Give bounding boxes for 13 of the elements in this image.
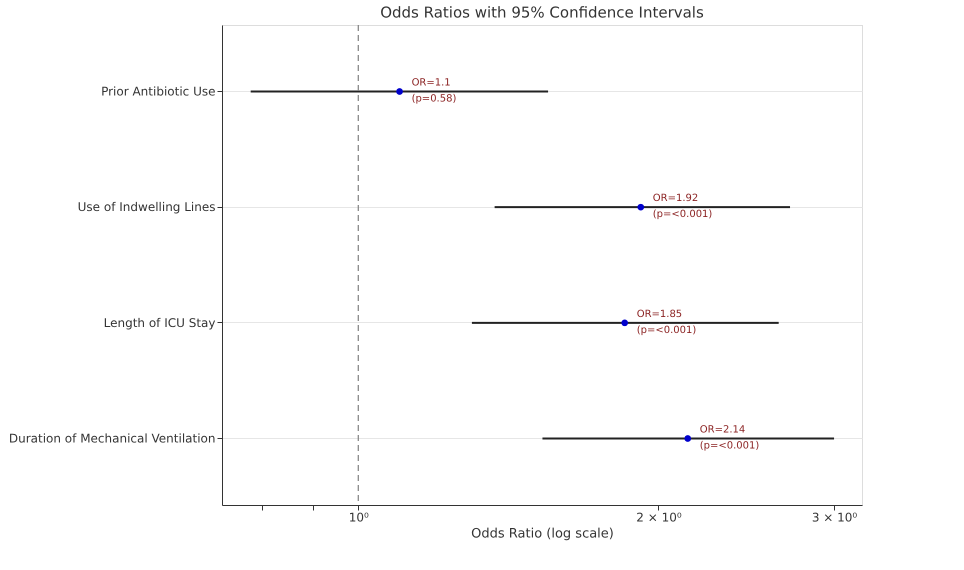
- x-axis-title: Odds Ratio (log scale): [471, 526, 614, 542]
- x-tick-label: 3 × 10⁰: [812, 510, 858, 524]
- x-tick-label: 2 × 10⁰: [636, 510, 682, 524]
- data-label: OR=2.14 (p=<0.001): [700, 424, 760, 452]
- y-tick-label: Length of ICU Stay: [104, 316, 216, 330]
- data-label: OR=1.92 (p=<0.001): [652, 193, 712, 220]
- data-label: OR=1.85 (p=<0.001): [636, 308, 696, 336]
- y-tick-label: Use of Indwelling Lines: [78, 200, 216, 214]
- y-tick-label: Prior Antibiotic Use: [101, 84, 216, 99]
- y-tick-label: Duration of Mechanical Ventilation: [8, 431, 216, 446]
- x-tick-label: 10⁰: [348, 510, 370, 524]
- data-label: OR=1.1 (p=0.58): [412, 78, 456, 105]
- chart-title: Odds Ratios with 95% Confidence Intervals: [380, 3, 704, 22]
